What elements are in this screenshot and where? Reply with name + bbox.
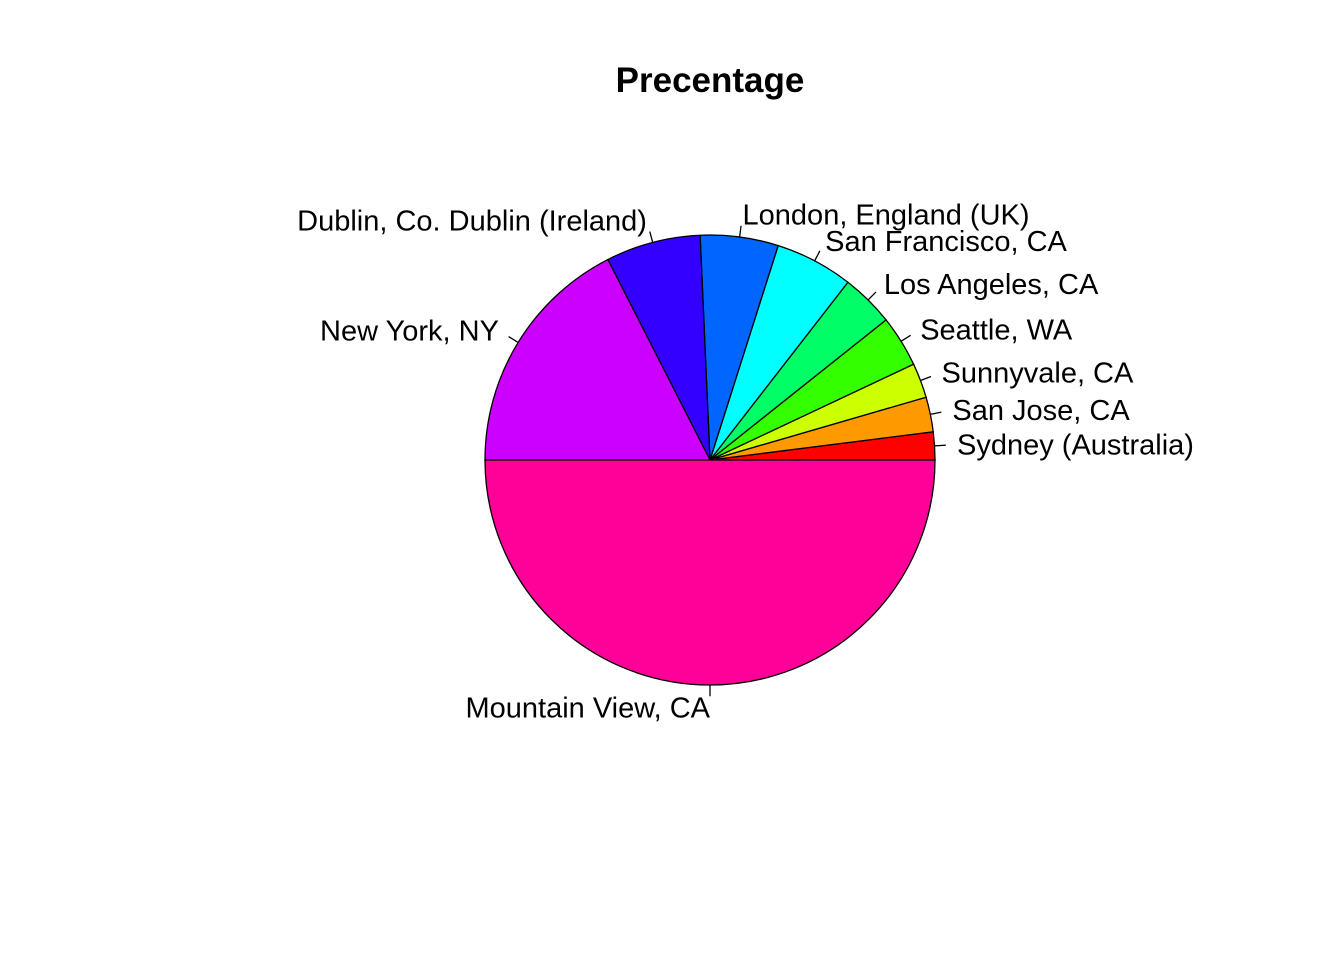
slice-label-seattle-wa: Seattle, WA (920, 314, 1073, 346)
slice-label-sydney-australia: Sydney (Australia) (957, 429, 1194, 461)
leader-line-san-jose-ca (930, 411, 942, 416)
chart-title: Precentage (616, 61, 805, 100)
leader-line-los-angeles-ca (867, 291, 877, 301)
leader-line-sydney-australia (934, 444, 946, 447)
leader-line-san-francisco-ca (814, 250, 821, 262)
pie-slices (484, 234, 936, 686)
pie-slice-mountain-view-ca (484, 459, 936, 686)
slice-label-london-england-uk: London, England (UK) (743, 200, 1030, 232)
slice-label-new-york-ny: New York, NY (320, 316, 499, 348)
leader-line-dublin-co-dublin-ireland (649, 231, 654, 243)
leader-line-seattle-wa (900, 334, 912, 342)
slice-label-san-jose-ca: San Jose, CA (952, 395, 1130, 427)
leader-line-sunnyvale-ca (920, 375, 932, 382)
slice-label-mountain-view-ca: Mountain View, CA (466, 693, 711, 725)
pie-labels: Sydney (Australia)San Jose, CA Sunnyvale,… (297, 200, 1194, 725)
slice-label-los-angeles-ca: Los Angeles, CA (884, 269, 1099, 301)
slice-label-san-francisco-ca: San Francisco, CA (825, 226, 1067, 258)
leader-line-new-york-ny (508, 336, 519, 343)
slice-label-sunnyvale-ca: Sunnyvale, CA (942, 358, 1134, 390)
leader-line-london-england-uk (738, 225, 742, 238)
slice-label-dublin-co-dublin-ireland: Dublin, Co. Dublin (Ireland) (297, 206, 647, 238)
